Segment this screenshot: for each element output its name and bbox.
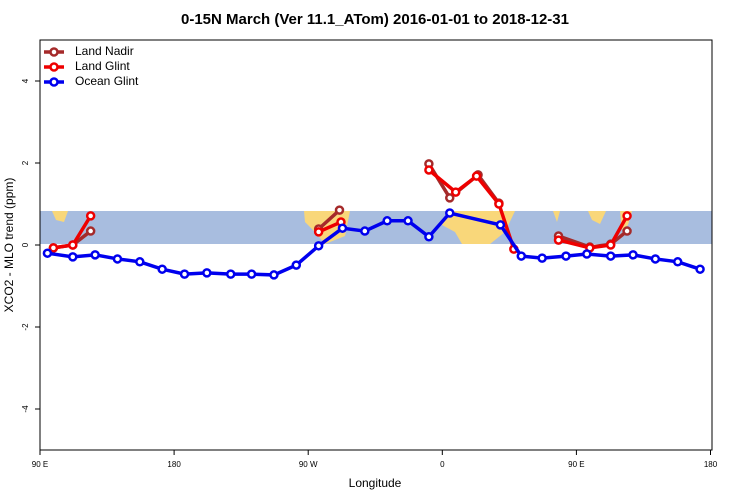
data-point (90, 250, 100, 260)
data-point (450, 187, 461, 197)
legend-marker (49, 77, 59, 87)
data-point (313, 241, 324, 251)
data-point (48, 243, 59, 253)
y-tick-label: -4 (21, 405, 30, 413)
legend-label: Land Glint (75, 59, 130, 73)
data-point (628, 250, 638, 260)
data-point (291, 260, 302, 270)
y-tick-label: 4 (21, 78, 30, 83)
data-point (382, 216, 392, 226)
x-tick-label: 180 (167, 460, 181, 469)
data-point (424, 232, 434, 242)
data-point (495, 220, 506, 230)
data-point (269, 270, 279, 280)
data-point (424, 165, 434, 175)
data-point (68, 240, 78, 250)
y-tick-label: 2 (21, 160, 30, 165)
legend-label: Ocean Glint (75, 74, 139, 88)
x-tick-label: 90 E (568, 460, 584, 469)
x-tick-label: 0 (440, 460, 445, 469)
x-tick-label: 90 W (299, 460, 318, 469)
data-point (672, 257, 683, 267)
data-point (695, 264, 705, 274)
data-point (157, 264, 167, 274)
legend-marker (49, 47, 59, 57)
data-point (85, 226, 96, 236)
data-point (445, 193, 455, 203)
data-point (622, 226, 632, 236)
data-point (605, 240, 616, 250)
land-patch (442, 211, 515, 244)
data-point (42, 248, 53, 258)
data-point (553, 235, 564, 245)
x-tick-label: 90 E (32, 460, 48, 469)
data-point (622, 211, 632, 221)
chart-title: 0-15N March (Ver 11.1_ATom) 2016-01-01 t… (181, 11, 569, 28)
data-point (360, 226, 370, 236)
y-axis-label: XCO2 - MLO trend (ppm) (2, 178, 16, 313)
data-point (112, 254, 123, 264)
data-point (605, 251, 616, 261)
legend-label: Land Nadir (75, 44, 134, 58)
data-point (85, 211, 96, 221)
plot-frame (39, 39, 713, 451)
data-point (179, 269, 190, 279)
data-point (582, 249, 592, 259)
x-tick-label: 180 (704, 460, 718, 469)
x-axis-label: Longitude (349, 476, 402, 490)
data-point (313, 227, 324, 237)
data-point (561, 251, 571, 261)
data-point (202, 268, 212, 278)
data-point (337, 223, 348, 233)
legend-marker (49, 62, 59, 72)
y-tick-label: -2 (21, 323, 30, 331)
data-point (445, 208, 455, 218)
data-point (516, 251, 527, 261)
data-point (68, 252, 78, 262)
data-point (650, 254, 661, 264)
data-point (403, 216, 413, 226)
data-point (135, 257, 145, 267)
data-point (246, 269, 257, 279)
data-point (494, 199, 504, 209)
y-tick-label: 0 (21, 242, 30, 247)
data-point (471, 171, 482, 181)
data-point (225, 269, 236, 279)
land-patch (52, 211, 68, 222)
data-point (537, 253, 547, 263)
data-point (334, 205, 345, 215)
